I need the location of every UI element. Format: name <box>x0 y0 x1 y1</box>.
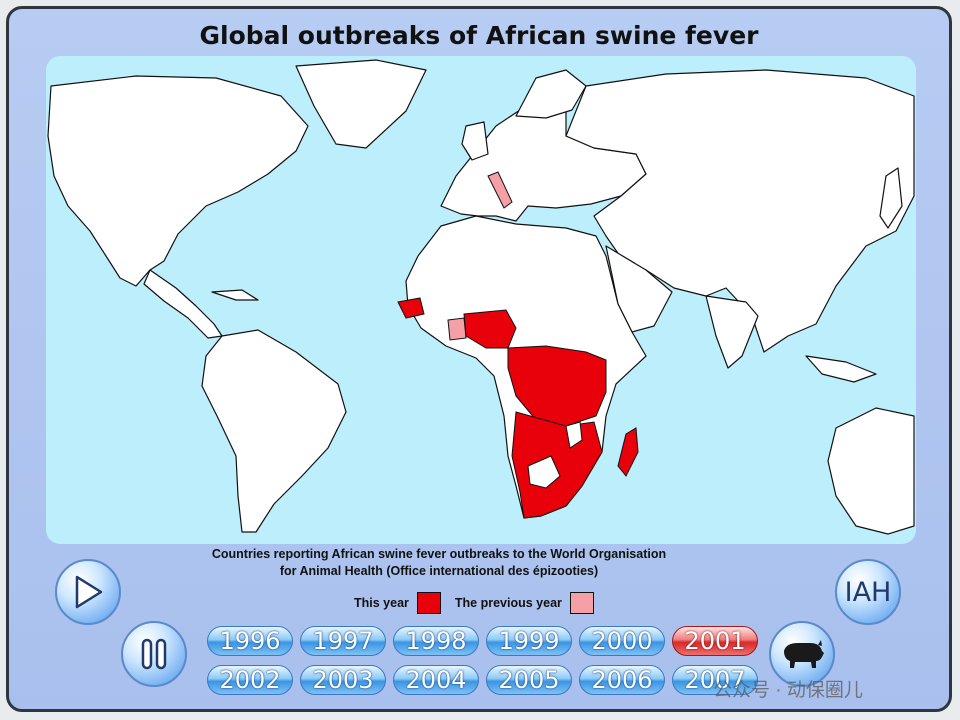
outbreak-senegal <box>397 297 425 319</box>
iah-button[interactable]: IAH <box>835 559 901 625</box>
malawi-area <box>565 421 583 449</box>
year-button-2004[interactable]: 2004 <box>393 665 479 695</box>
year-button-2007[interactable]: 2007 <box>672 665 758 695</box>
outbreak-southern-africa <box>511 411 603 519</box>
outbreak-madagascar <box>617 427 639 477</box>
japan <box>879 167 903 229</box>
india <box>705 295 759 369</box>
iah-label: IAH <box>844 576 892 608</box>
year-button-2006[interactable]: 2006 <box>579 665 665 695</box>
legend-previous-year-label: The previous year <box>454 596 562 610</box>
legend-this-year-swatch <box>416 592 441 614</box>
north-america <box>47 75 309 287</box>
pause-button[interactable] <box>121 621 187 687</box>
year-button-1996[interactable]: 1996 <box>207 626 293 656</box>
year-button-1999[interactable]: 1999 <box>486 626 572 656</box>
botswana <box>527 455 561 489</box>
year-button-2003[interactable]: 2003 <box>300 665 386 695</box>
year-button-1997[interactable]: 1997 <box>300 626 386 656</box>
uk <box>461 121 489 161</box>
caption-line-2: for Animal Health (Office international … <box>279 564 599 578</box>
world-map <box>46 56 916 544</box>
year-button-1998[interactable]: 1998 <box>393 626 479 656</box>
year-button-2005[interactable]: 2005 <box>486 665 572 695</box>
world-map-svg <box>47 59 915 535</box>
cuba <box>211 289 259 301</box>
australia <box>827 407 915 535</box>
play-icon <box>75 575 103 609</box>
indonesia <box>805 355 877 383</box>
legend-this-year-label: This year <box>354 596 409 610</box>
pig-button[interactable] <box>769 621 835 687</box>
year-button-2001[interactable]: 2001 <box>672 626 758 656</box>
page-title: Global outbreaks of African swine fever <box>199 21 759 50</box>
year-button-2000[interactable]: 2000 <box>579 626 665 656</box>
map-caption: Countries reporting African swine fever … <box>159 546 719 580</box>
legend-previous-year-swatch <box>569 592 594 614</box>
app-frame: Global outbreaks of African swine fever <box>6 6 952 712</box>
watermark: 公众号 · 动保圈儿 <box>713 680 863 701</box>
outbreak-italy <box>487 171 513 209</box>
greenland <box>295 59 427 149</box>
outbreak-central-africa <box>507 345 607 427</box>
south-america <box>201 329 347 533</box>
pig-icon <box>784 640 824 668</box>
play-button[interactable] <box>55 559 121 625</box>
caption-line-1: Countries reporting African swine fever … <box>211 547 667 561</box>
outbreak-ivory-coast <box>447 317 467 341</box>
pause-icon <box>141 638 167 670</box>
central-america <box>143 269 223 339</box>
map-legend: This year The previous year <box>354 592 594 614</box>
year-button-2002[interactable]: 2002 <box>207 665 293 695</box>
